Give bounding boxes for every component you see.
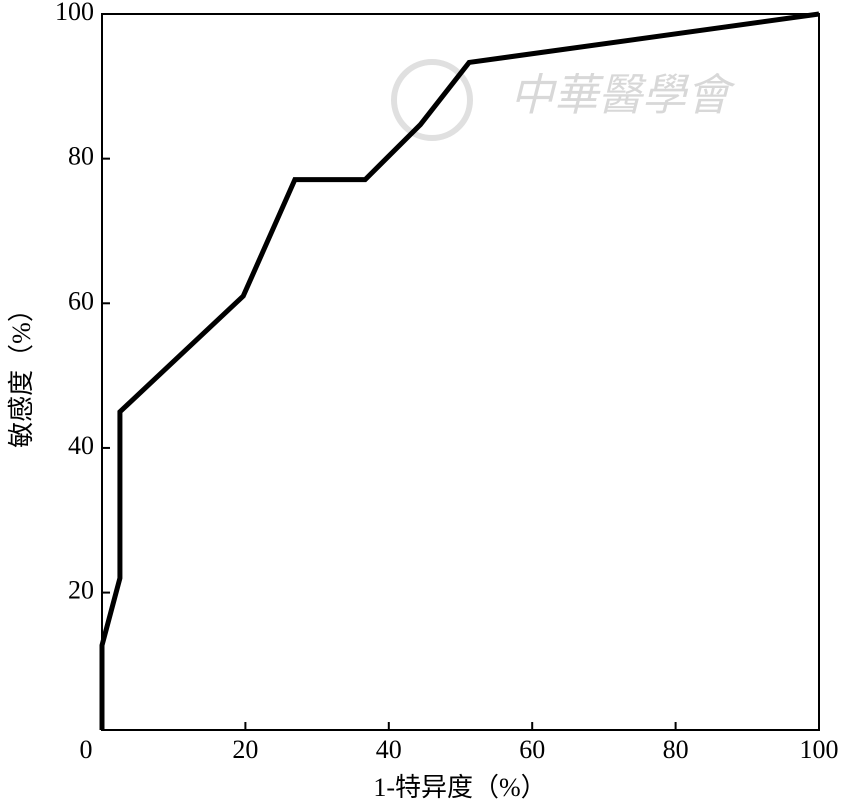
x-tick-label: 80: [663, 735, 689, 764]
x-tick-label: 40: [376, 735, 402, 764]
plot-frame: [101, 13, 820, 731]
x-tick-label: 60: [519, 735, 545, 764]
watermark-emblem: [391, 59, 473, 141]
y-tick-label: 100: [55, 0, 94, 26]
y-axis-label: 敏感度（%）: [7, 296, 36, 448]
x-tick-label: 100: [800, 735, 839, 764]
roc-curve: [99, 11, 820, 730]
x-tick-label: 20: [232, 735, 258, 764]
y-tick-label: 60: [68, 286, 94, 315]
y-tick-label: 20: [68, 576, 94, 605]
x-axis-label: 1-特异度（%）: [373, 773, 546, 802]
y-tick-label: 80: [68, 142, 94, 171]
y-tick-label: 40: [68, 431, 94, 460]
x-tick-label: 0: [80, 735, 93, 764]
watermark: 中華醫學會: [510, 71, 736, 120]
